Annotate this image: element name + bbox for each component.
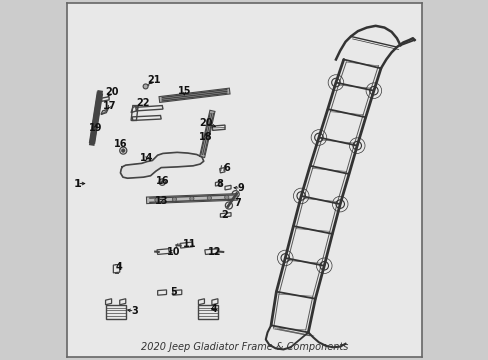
Circle shape	[143, 84, 148, 89]
Circle shape	[207, 196, 211, 200]
Circle shape	[224, 195, 228, 199]
Text: 12: 12	[207, 247, 221, 257]
Text: 15: 15	[177, 86, 191, 96]
Text: 20: 20	[104, 87, 118, 97]
Text: 8: 8	[216, 179, 223, 189]
Text: 16: 16	[114, 139, 128, 149]
Text: 21: 21	[147, 75, 161, 85]
Circle shape	[121, 149, 125, 152]
Text: 17: 17	[103, 100, 116, 111]
Text: 1: 1	[73, 179, 81, 189]
Text: 16: 16	[156, 176, 169, 186]
Text: 13: 13	[154, 195, 167, 206]
Circle shape	[161, 181, 163, 184]
Text: 11: 11	[183, 239, 196, 249]
Text: 6: 6	[223, 163, 230, 172]
Text: 19: 19	[89, 122, 102, 132]
Text: 5: 5	[170, 287, 177, 297]
Text: 10: 10	[166, 247, 180, 257]
Text: 20: 20	[198, 118, 212, 128]
Text: 4: 4	[115, 262, 122, 272]
Text: 3: 3	[131, 306, 138, 316]
Text: 18: 18	[198, 132, 212, 143]
Text: 7: 7	[234, 198, 240, 208]
Text: 9: 9	[237, 183, 244, 193]
Circle shape	[155, 198, 159, 202]
Text: 22: 22	[137, 98, 150, 108]
Circle shape	[172, 197, 176, 201]
Text: 2: 2	[221, 211, 228, 220]
Text: 4: 4	[210, 304, 217, 314]
Text: 14: 14	[140, 153, 153, 163]
Text: 2020 Jeep Gladiator Frame & Components: 2020 Jeep Gladiator Frame & Components	[141, 342, 347, 352]
Polygon shape	[120, 152, 203, 178]
Circle shape	[189, 197, 194, 201]
